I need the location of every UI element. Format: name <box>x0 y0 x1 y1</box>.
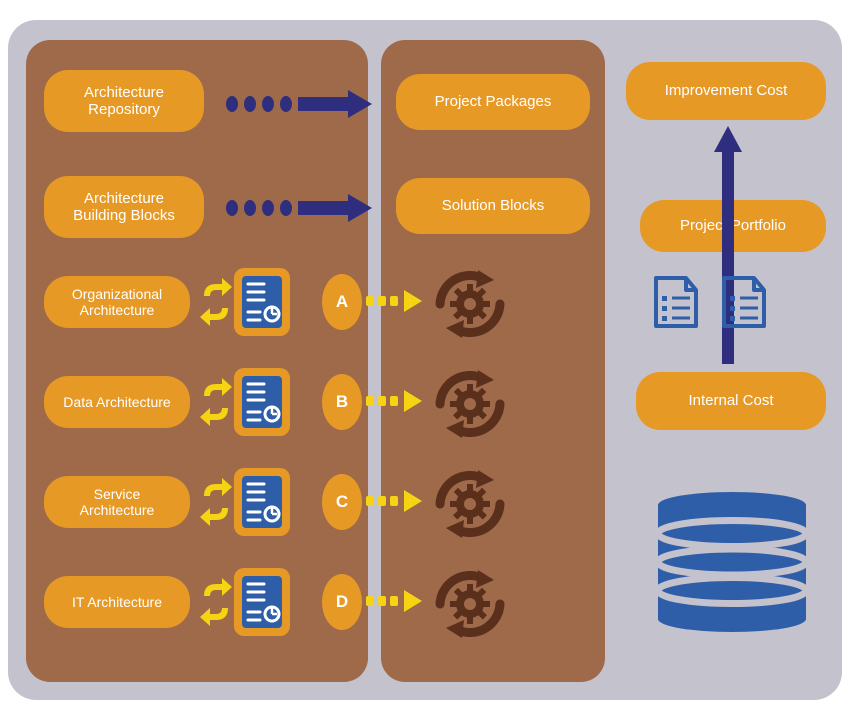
gear-cycle-icon <box>422 356 518 452</box>
arch-repo: Architecture Repository <box>44 70 204 132</box>
sol-blocks: Solution Blocks <box>396 178 590 234</box>
checklist-doc-icon <box>650 272 702 332</box>
data-arch: Data Architecture <box>44 376 190 428</box>
sol-blocks-label: Solution Blocks <box>442 197 545 214</box>
document-report-icon <box>234 268 290 336</box>
cycle-arrows-icon <box>198 478 234 526</box>
checklist-doc-icon <box>718 272 770 332</box>
internal-cost: Internal Cost <box>636 372 826 430</box>
gear-cycle-icon <box>422 556 518 652</box>
oval-d: D <box>322 574 362 630</box>
diagram-canvas: Architecture Repository Architecture Buil… <box>0 0 850 704</box>
gear-cycle-icon <box>422 456 518 552</box>
internal-cost-label: Internal Cost <box>688 392 773 409</box>
improve-cost-label: Improvement Cost <box>665 82 788 99</box>
dashed-arrow-icon <box>224 90 374 118</box>
oval-c: C <box>322 474 362 530</box>
org-arch-label: Organizational Architecture <box>72 286 162 318</box>
it-arch: IT Architecture <box>44 576 190 628</box>
it-arch-label: IT Architecture <box>72 594 162 610</box>
arch-repo-label: Architecture Repository <box>84 84 164 119</box>
proj-pkgs-label: Project Packages <box>435 93 552 110</box>
dashed-arrow-small-icon <box>364 490 424 512</box>
document-report-icon <box>234 368 290 436</box>
cycle-arrows-icon <box>198 378 234 426</box>
cycle-arrows-icon <box>198 578 234 626</box>
data-arch-label: Data Architecture <box>63 394 170 410</box>
svc-arch-label: Service Architecture <box>80 486 155 518</box>
oval-a: A <box>322 274 362 330</box>
document-report-icon <box>234 568 290 636</box>
cycle-arrows-icon <box>198 278 234 326</box>
dashed-arrow-small-icon <box>364 390 424 412</box>
gear-cycle-icon <box>422 256 518 352</box>
dashed-arrow-icon <box>224 194 374 222</box>
svc-arch: Service Architecture <box>44 476 190 528</box>
proj-pkgs: Project Packages <box>396 74 590 130</box>
arch-blocks: Architecture Building Blocks <box>44 176 204 238</box>
oval-b: B <box>322 374 362 430</box>
org-arch: Organizational Architecture <box>44 276 190 328</box>
improve-cost: Improvement Cost <box>626 62 826 120</box>
document-report-icon <box>234 468 290 536</box>
arch-blocks-label: Architecture Building Blocks <box>73 190 175 225</box>
dashed-arrow-small-icon <box>364 290 424 312</box>
database-icon <box>658 492 806 632</box>
dashed-arrow-small-icon <box>364 590 424 612</box>
